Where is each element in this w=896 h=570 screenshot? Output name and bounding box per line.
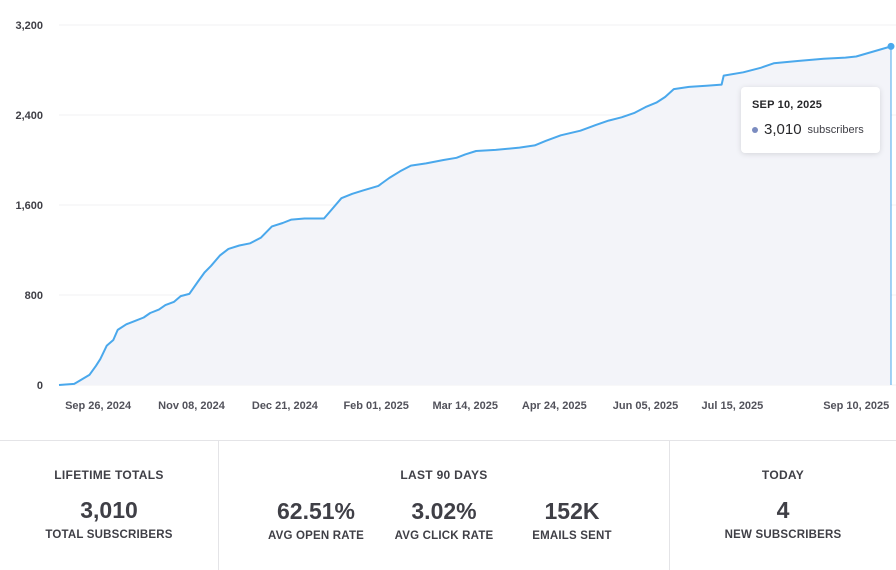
today-panel: TODAY 4 NEW SUBSCRIBERS xyxy=(670,441,896,570)
total-subscribers-label: TOTAL SUBSCRIBERS xyxy=(45,529,173,541)
y-tick-label: 2,400 xyxy=(15,110,43,122)
tooltip-label: subscribers xyxy=(807,123,864,136)
click-rate-stat: 3.02% AVG CLICK RATE xyxy=(376,498,512,542)
y-tick-label: 800 xyxy=(25,290,43,302)
x-tick-label: Sep 10, 2025 xyxy=(823,400,889,412)
lifetime-totals-panel: LIFETIME TOTALS 3,010 TOTAL SUBSCRIBERS xyxy=(0,441,219,570)
total-subscribers-stat: 3,010 TOTAL SUBSCRIBERS xyxy=(0,497,218,541)
click-rate-value: 3.02% xyxy=(411,498,477,524)
today-title: TODAY xyxy=(761,468,805,482)
hover-point xyxy=(887,42,895,50)
last-90-days-panel: LAST 90 DAYS 62.51% AVG OPEN RATE 3.02% … xyxy=(219,441,670,570)
open-rate-stat: 62.51% AVG OPEN RATE xyxy=(248,498,384,542)
y-tick-label: 0 xyxy=(37,380,43,392)
series-dot-icon xyxy=(752,126,758,133)
tooltip-date: SEP 10, 2025 xyxy=(752,99,823,111)
subscriber-growth-chart[interactable]: 0 800 1,600 2,400 3,200 Sep 26, 2024 Nov 08, 2… xyxy=(0,0,896,420)
x-tick-label: Sep 26, 2024 xyxy=(65,400,132,412)
new-subscribers-stat: 4 NEW SUBSCRIBERS xyxy=(670,497,896,541)
series-line xyxy=(58,45,892,386)
x-tick-label: Mar 14, 2025 xyxy=(433,400,498,412)
emails-sent-stat: 152K EMAILS SENT xyxy=(504,498,640,542)
chart-tooltip: SEP 10, 2025 3,010 subscribers xyxy=(741,87,880,153)
x-tick-label: Jul 15, 2025 xyxy=(702,400,764,412)
open-rate-label: AVG OPEN RATE xyxy=(267,530,365,542)
tooltip-row: 3,010 subscribers xyxy=(752,121,869,138)
x-tick-label: Nov 08, 2024 xyxy=(158,400,226,412)
series-area xyxy=(59,46,891,386)
new-subscribers-label: NEW SUBSCRIBERS xyxy=(724,529,842,541)
y-tick-label: 1,600 xyxy=(15,200,43,212)
emails-sent-label: EMAILS SENT xyxy=(532,530,612,542)
total-subscribers-value: 3,010 xyxy=(80,497,138,523)
x-tick-label: Apr 24, 2025 xyxy=(522,400,587,412)
new-subscribers-value: 4 xyxy=(776,497,790,523)
x-tick-label: Feb 01, 2025 xyxy=(343,400,408,412)
open-rate-value: 62.51% xyxy=(276,498,355,524)
lifetime-totals-title: LIFETIME TOTALS xyxy=(54,468,164,482)
subscriber-chart[interactable]: 0 800 1,600 2,400 3,200 Sep 26, 2024 Nov 08, 2… xyxy=(0,0,896,420)
x-tick-label: Jun 05, 2025 xyxy=(613,400,678,412)
click-rate-label: AVG CLICK RATE xyxy=(394,530,494,542)
last-90-days-title: LAST 90 DAYS xyxy=(400,468,488,482)
y-tick-label: 3,200 xyxy=(15,20,43,32)
tooltip-value: 3,010 xyxy=(764,121,802,138)
x-tick-label: Dec 21, 2024 xyxy=(252,400,319,412)
stats-bar: LIFETIME TOTALS 3,010 TOTAL SUBSCRIBERS … xyxy=(0,440,896,570)
emails-sent-value: 152K xyxy=(544,498,600,524)
